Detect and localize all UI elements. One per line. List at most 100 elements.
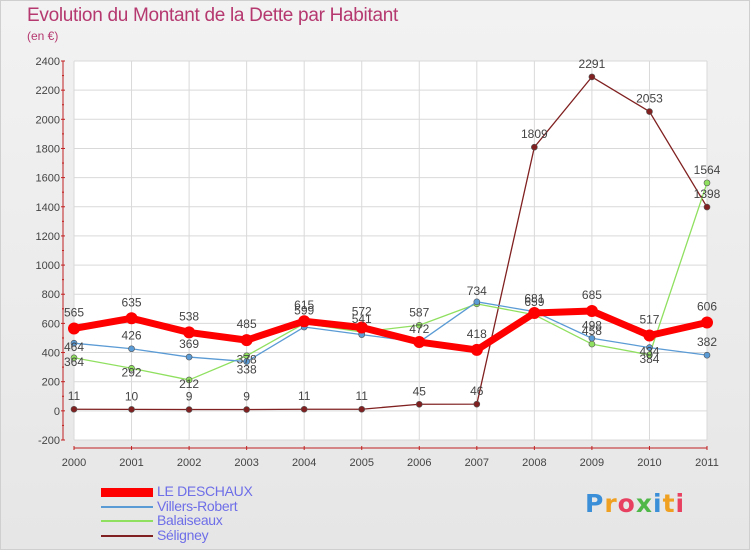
data-label: 46 bbox=[470, 384, 484, 398]
legend-swatch-seligney bbox=[101, 534, 153, 537]
data-point bbox=[358, 405, 366, 413]
data-point bbox=[413, 336, 426, 349]
data-label: 11 bbox=[355, 389, 368, 403]
y-tick-label: -200 bbox=[38, 435, 60, 447]
data-label: 369 bbox=[179, 337, 199, 351]
data-label: 378 bbox=[237, 353, 257, 367]
data-point bbox=[531, 143, 538, 151]
data-label: 541 bbox=[352, 312, 372, 326]
data-point bbox=[185, 376, 193, 384]
legend-label: Séligney bbox=[157, 526, 209, 543]
data-point bbox=[585, 304, 598, 317]
proxiti-logo: Proxiti bbox=[585, 489, 686, 518]
data-point bbox=[473, 400, 481, 408]
data-point bbox=[588, 334, 596, 342]
y-tick-label: 2400 bbox=[36, 56, 60, 68]
data-label: 599 bbox=[294, 304, 314, 318]
data-label: 517 bbox=[639, 312, 659, 326]
data-point bbox=[646, 351, 653, 359]
legend-label: Balaiseaux bbox=[157, 512, 223, 528]
y-tick-label: 1600 bbox=[36, 173, 60, 185]
y-tick-label: 1200 bbox=[36, 231, 60, 243]
data-label: 659 bbox=[524, 295, 544, 309]
y-tick-label: 600 bbox=[42, 318, 60, 330]
legend-swatch-villers-robert bbox=[101, 505, 153, 508]
data-label: 615 bbox=[294, 298, 314, 312]
series-line-0 bbox=[70, 307, 711, 354]
data-label: 45 bbox=[413, 384, 427, 398]
data-point bbox=[70, 339, 78, 347]
data-point bbox=[473, 298, 481, 306]
x-tick-label: 2008 bbox=[522, 457, 546, 469]
data-label: 11 bbox=[68, 389, 81, 403]
data-label: 2291 bbox=[579, 57, 606, 71]
data-point bbox=[240, 334, 253, 347]
y-tick-label: 400 bbox=[42, 348, 60, 360]
data-point bbox=[128, 345, 135, 353]
data-point bbox=[643, 329, 656, 342]
series-line-2 bbox=[73, 182, 708, 381]
data-point bbox=[588, 340, 596, 348]
data-point bbox=[588, 73, 596, 81]
data-label: 11 bbox=[298, 389, 311, 403]
data-point bbox=[243, 406, 250, 413]
data-label: 384 bbox=[639, 352, 659, 366]
x-tick-label: 2000 bbox=[62, 457, 86, 469]
data-point bbox=[128, 364, 135, 372]
data-point bbox=[646, 344, 653, 351]
data-label: 1809 bbox=[521, 127, 548, 141]
data-point bbox=[70, 354, 78, 362]
legend-label: Villers-Robert bbox=[157, 497, 238, 514]
legend-label: LE DESCHAUX bbox=[157, 483, 253, 499]
y-tick-label: 2000 bbox=[36, 114, 60, 126]
x-tick-label: 2006 bbox=[407, 457, 431, 469]
y-tick-label: 1000 bbox=[36, 260, 60, 272]
y-tick-label: 0 bbox=[54, 406, 60, 418]
y-tick-label: 200 bbox=[42, 377, 60, 389]
data-label: 1564 bbox=[694, 163, 721, 177]
x-tick-label: 2010 bbox=[637, 457, 661, 469]
x-tick-label: 2002 bbox=[177, 457, 201, 469]
data-label: 606 bbox=[697, 300, 717, 314]
data-point bbox=[68, 322, 80, 335]
x-tick-label: 2005 bbox=[349, 457, 373, 469]
data-point bbox=[646, 108, 653, 115]
data-point bbox=[183, 326, 196, 339]
data-label: 10 bbox=[125, 389, 139, 403]
data-label: 2053 bbox=[636, 92, 663, 106]
data-label: 9 bbox=[186, 390, 193, 404]
data-point bbox=[243, 358, 250, 365]
data-label: 685 bbox=[582, 288, 602, 302]
plot-area bbox=[74, 61, 707, 440]
data-point bbox=[355, 321, 368, 334]
y-tick-label: 800 bbox=[42, 289, 60, 301]
data-label: 9 bbox=[243, 390, 250, 404]
y-tick-label: 1400 bbox=[36, 202, 60, 214]
data-point bbox=[70, 405, 78, 413]
data-point bbox=[415, 321, 423, 329]
data-point bbox=[415, 400, 423, 408]
data-label: 485 bbox=[237, 317, 257, 331]
x-tick-label: 2003 bbox=[234, 457, 258, 469]
data-point bbox=[185, 353, 193, 361]
x-tick-label: 2001 bbox=[119, 457, 143, 469]
data-point bbox=[298, 315, 311, 328]
data-label: 338 bbox=[237, 363, 257, 377]
data-label: 212 bbox=[179, 377, 199, 391]
data-label: 572 bbox=[352, 304, 372, 318]
chart-title: Evolution du Montant de la Dette par Hab… bbox=[27, 5, 398, 26]
data-point bbox=[528, 307, 541, 320]
data-point bbox=[128, 406, 135, 413]
data-point bbox=[125, 312, 138, 325]
data-label: 587 bbox=[409, 305, 429, 319]
data-label: 472 bbox=[409, 322, 429, 336]
data-label: 1398 bbox=[694, 187, 721, 201]
legend-swatch-le-deschaux bbox=[101, 488, 153, 497]
data-label: 382 bbox=[697, 335, 717, 349]
chart-subtitle: (en €) bbox=[27, 29, 59, 43]
data-point bbox=[703, 179, 711, 187]
data-label: 498 bbox=[582, 318, 602, 332]
series-line-3 bbox=[73, 76, 708, 411]
